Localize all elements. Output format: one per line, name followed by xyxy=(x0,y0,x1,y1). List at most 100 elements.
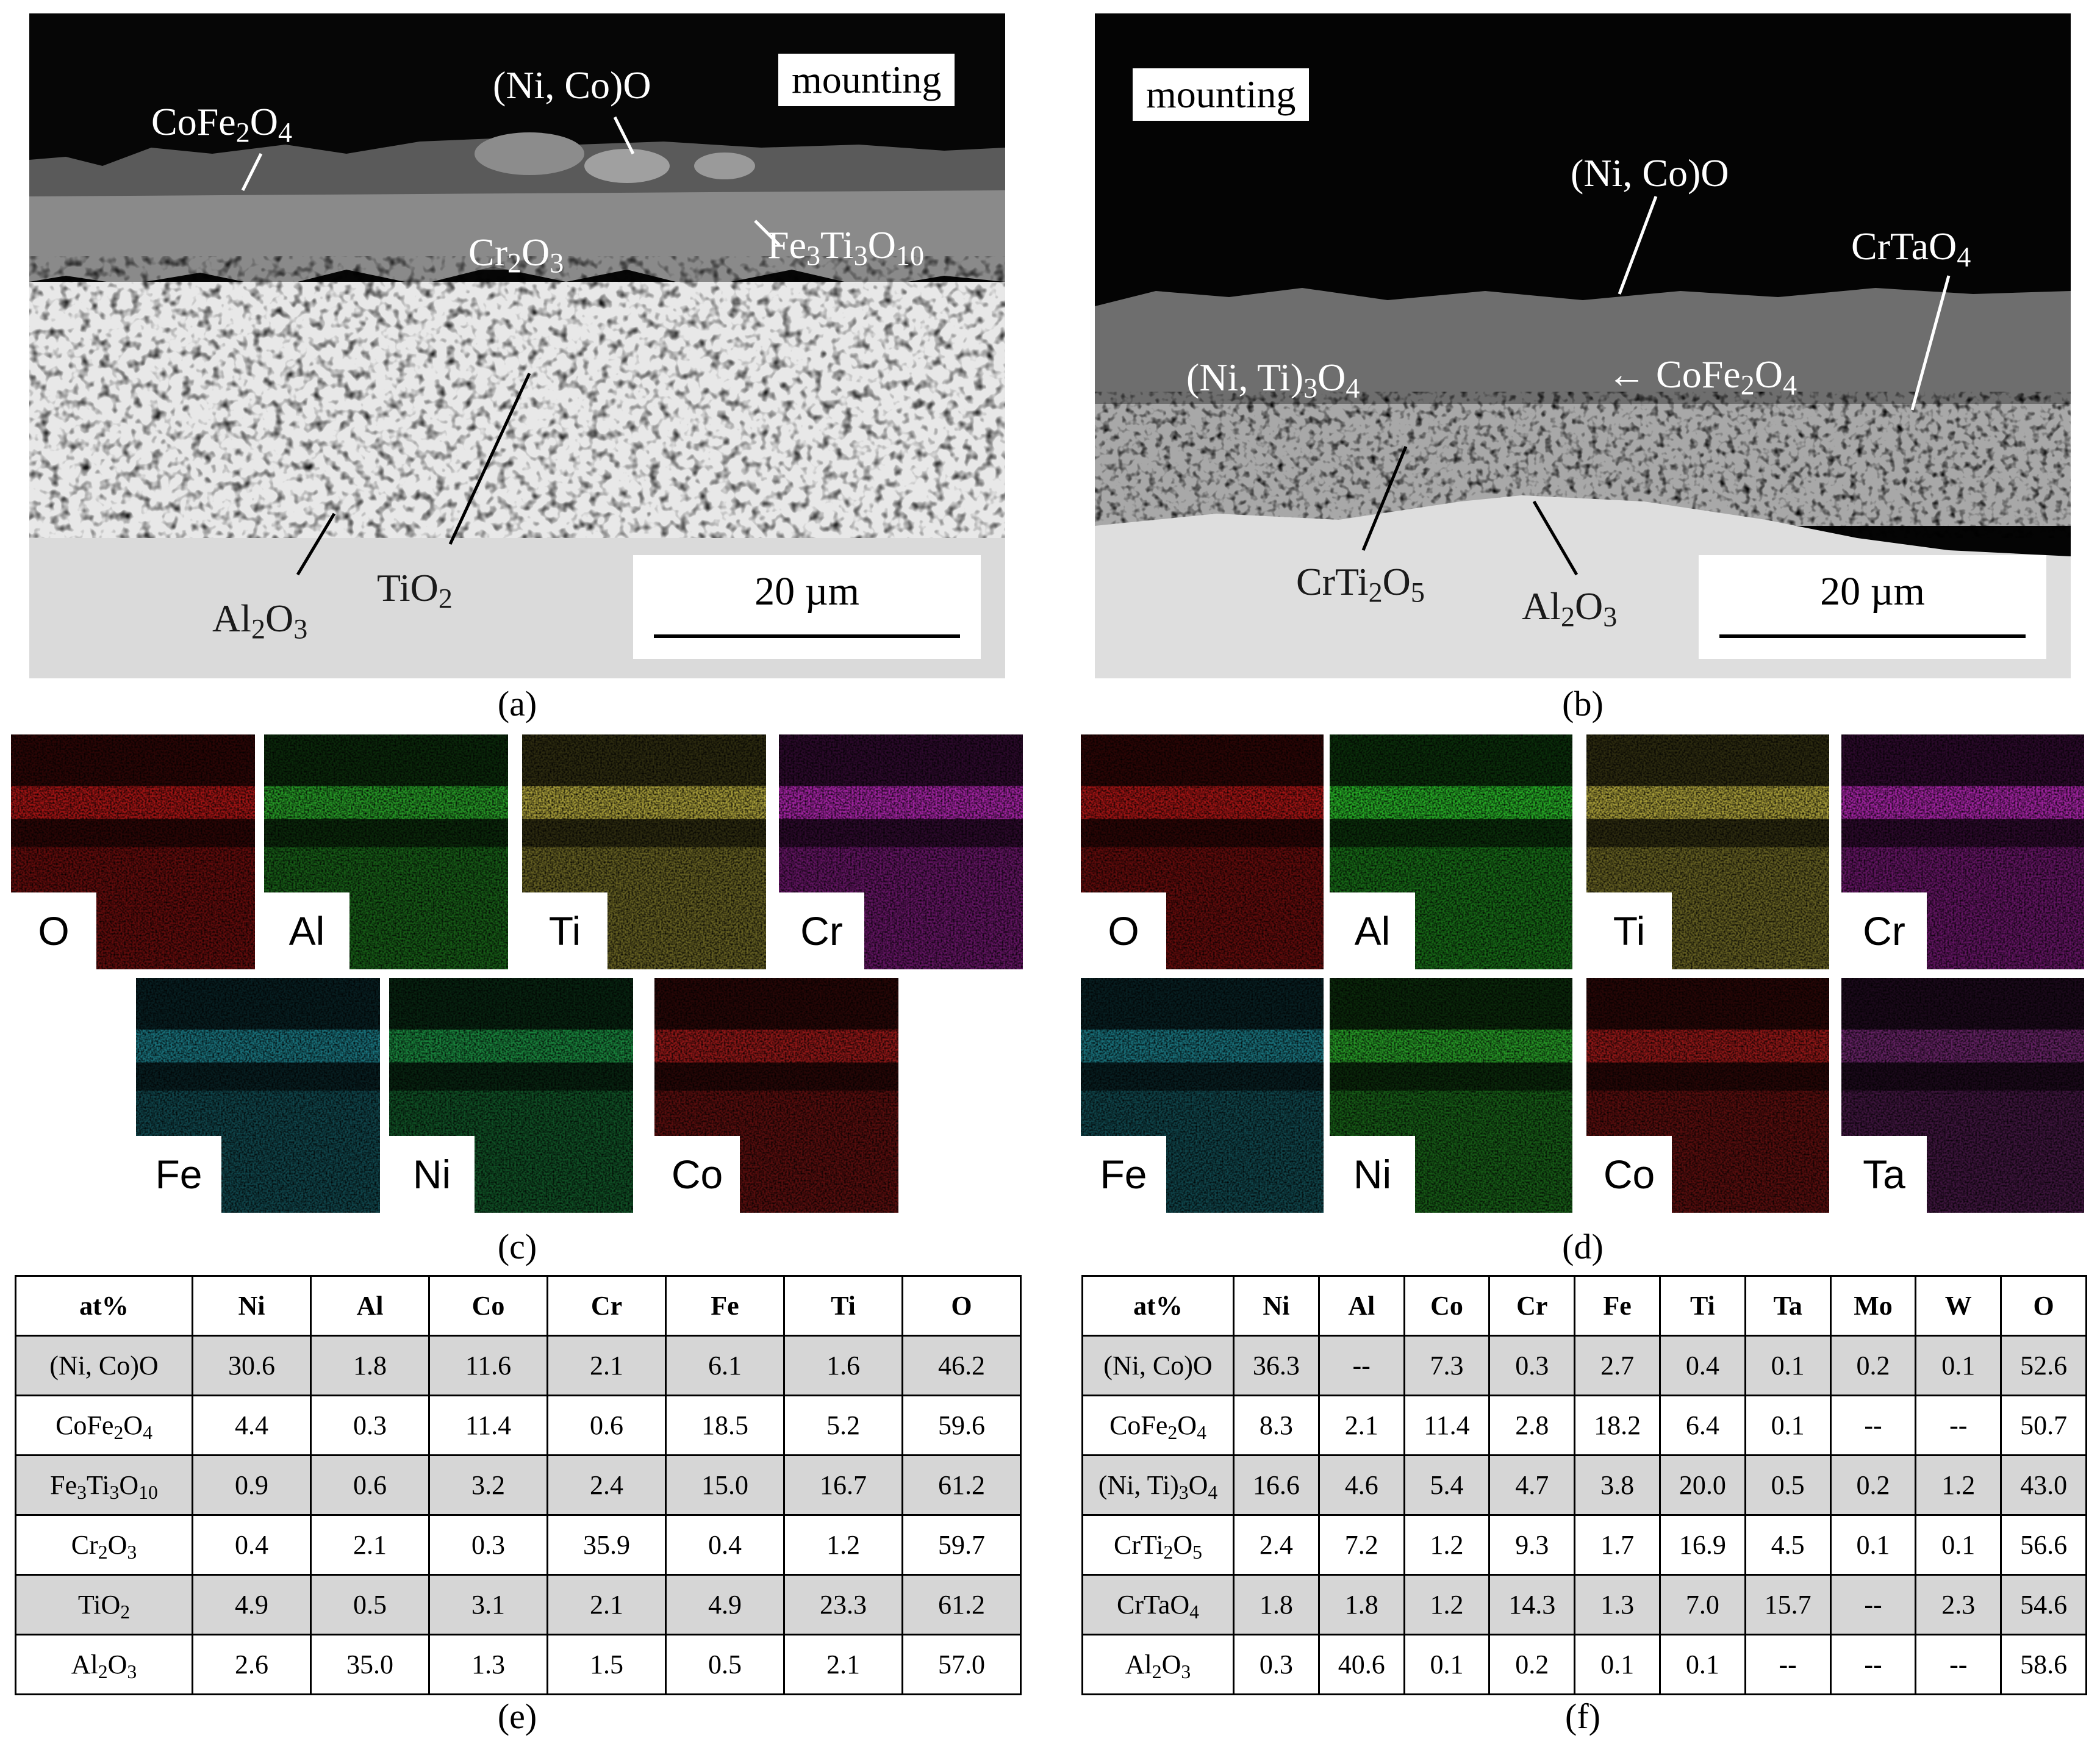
value-cell: 0.3 xyxy=(310,1395,430,1456)
eds-map-co: Co xyxy=(1586,978,1829,1213)
value-cell: 0.1 xyxy=(1915,1335,2002,1396)
eds-element-label: Ta xyxy=(1841,1136,1927,1213)
phase-cell: (Ni, Ti)3O4 xyxy=(1081,1454,1235,1516)
value-cell: 0.3 xyxy=(1488,1335,1576,1396)
table-header: Mo xyxy=(1829,1275,1917,1337)
value-cell: 58.6 xyxy=(2000,1634,2087,1695)
table-header: Al xyxy=(310,1275,430,1337)
eds-element-label: Cr xyxy=(1841,892,1927,969)
table-header: Ti xyxy=(1658,1275,1746,1337)
table-header: Ni xyxy=(1233,1275,1320,1337)
eds-map-fe: Fe xyxy=(136,978,380,1213)
scale-bar-a: 20 µm xyxy=(633,555,981,659)
composition-table-f: at% Ni Al Co Cr Fe Ti Ta Mo W O (Ni, Co)O 36.3 -- 7.3 0… xyxy=(1081,1275,2087,1695)
value-cell: 30.6 xyxy=(192,1335,312,1396)
value-cell: 0.4 xyxy=(1658,1335,1746,1396)
value-cell: 0.2 xyxy=(1488,1634,1576,1695)
value-cell: 2.1 xyxy=(547,1335,667,1396)
value-cell: 0.9 xyxy=(192,1454,312,1516)
value-cell: 0.4 xyxy=(192,1514,312,1576)
value-cell: 7.2 xyxy=(1317,1514,1405,1576)
table-header: Ni xyxy=(192,1275,312,1337)
value-cell: 2.8 xyxy=(1488,1395,1576,1456)
value-cell: 3.1 xyxy=(428,1574,548,1635)
value-cell: 4.9 xyxy=(665,1574,785,1635)
value-cell: -- xyxy=(1915,1395,2002,1456)
table-header: Fe xyxy=(665,1275,785,1337)
value-cell: 4.5 xyxy=(1744,1514,1832,1576)
eds-element-label: O xyxy=(1081,892,1166,969)
eds-element-label: Ni xyxy=(389,1136,475,1213)
label-nico-o: (Ni, Co)O xyxy=(493,63,651,107)
value-cell: 4.9 xyxy=(192,1574,312,1635)
eds-map-o: O xyxy=(11,734,255,969)
table-row: TiO2 4.9 0.5 3.1 2.1 4.9 23.3 61.2 xyxy=(15,1574,1022,1635)
value-cell: 46.2 xyxy=(901,1335,1022,1396)
value-cell: 16.9 xyxy=(1658,1514,1746,1576)
value-cell: 14.3 xyxy=(1488,1574,1576,1635)
value-cell: 1.6 xyxy=(783,1335,903,1396)
eds-element-label: Ti xyxy=(522,892,607,969)
table-row: CoFe2O4 8.3 2.1 11.4 2.8 18.2 6.4 0.1 -- -- 50.7 xyxy=(1081,1395,2087,1456)
value-cell: -- xyxy=(1744,1634,1832,1695)
table-header: Ti xyxy=(783,1275,903,1337)
eds-element-label: Co xyxy=(654,1136,740,1213)
eds-map-ta: Ta xyxy=(1841,978,2084,1213)
eds-map-o: O xyxy=(1081,734,1324,969)
value-cell: 61.2 xyxy=(901,1454,1022,1516)
label-cofe2o4: CoFe2O4 xyxy=(151,100,292,148)
panel-label-a: (a) xyxy=(497,684,537,723)
value-cell: -- xyxy=(1317,1335,1405,1396)
value-cell: 1.8 xyxy=(1317,1574,1405,1635)
value-cell: 18.5 xyxy=(665,1395,785,1456)
table-header: Fe xyxy=(1574,1275,1661,1337)
arrows-b xyxy=(1361,196,1951,576)
eds-element-label: Al xyxy=(1330,892,1415,969)
value-cell: 15.0 xyxy=(665,1454,785,1516)
value-cell: 61.2 xyxy=(901,1574,1022,1635)
value-cell: 2.4 xyxy=(1233,1514,1320,1576)
label-al2o3: Al2O3 xyxy=(1522,584,1618,633)
label-cr2o3: Cr2O3 xyxy=(468,231,564,279)
value-cell: 43.0 xyxy=(2000,1454,2087,1516)
value-cell: -- xyxy=(1829,1634,1917,1695)
value-cell: 2.6 xyxy=(192,1634,312,1695)
value-cell: 23.3 xyxy=(783,1574,903,1635)
label-crti2o5: CrTi2O5 xyxy=(1296,560,1425,608)
table-row: (Ni, Co)O 30.6 1.8 11.6 2.1 6.1 1.6 46.2 xyxy=(15,1335,1022,1396)
value-cell: 0.5 xyxy=(310,1574,430,1635)
eds-element-label: O xyxy=(11,892,96,969)
table-row: Cr2O3 0.4 2.1 0.3 35.9 0.4 1.2 59.7 xyxy=(15,1514,1022,1576)
value-cell: 8.3 xyxy=(1233,1395,1320,1456)
value-cell: 0.1 xyxy=(1915,1514,2002,1576)
value-cell: 3.8 xyxy=(1574,1454,1661,1516)
value-cell: 0.4 xyxy=(665,1514,785,1576)
value-cell: 6.4 xyxy=(1658,1395,1746,1456)
value-cell: 1.8 xyxy=(1233,1574,1320,1635)
table-header: Co xyxy=(1403,1275,1491,1337)
value-cell: 3.2 xyxy=(428,1454,548,1516)
panel-label-b: (b) xyxy=(1562,684,1604,723)
value-cell: 18.2 xyxy=(1574,1395,1661,1456)
eds-map-co: Co xyxy=(654,978,898,1213)
value-cell: 1.2 xyxy=(1915,1454,2002,1516)
eds-element-label: Ti xyxy=(1586,892,1672,969)
value-cell: 1.2 xyxy=(1403,1514,1491,1576)
table-row: CrTi2O5 2.4 7.2 1.2 9.3 1.7 16.9 4.5 0.1 0.1 56.6 xyxy=(1081,1514,2087,1576)
value-cell: 0.1 xyxy=(1574,1634,1661,1695)
sem-image-a: mounting (Ni, Co)O CoFe2O4 Cr2O3 Fe3Ti3O… xyxy=(29,13,1005,678)
eds-map-cr: Cr xyxy=(779,734,1023,969)
value-cell: 7.3 xyxy=(1403,1335,1491,1396)
eds-element-label: Co xyxy=(1586,1136,1672,1213)
phase-cell: (Ni, Co)O xyxy=(15,1335,193,1396)
value-cell: -- xyxy=(1829,1395,1917,1456)
table-header: Co xyxy=(428,1275,548,1337)
mounting-label: mounting xyxy=(1133,68,1310,121)
phase-cell: CoFe2O4 xyxy=(1081,1395,1235,1456)
phase-cell: CrTi2O5 xyxy=(1081,1514,1235,1576)
value-cell: 59.7 xyxy=(901,1514,1022,1576)
panel-label-d: (d) xyxy=(1562,1227,1604,1266)
label-cofe2o4: ← CoFe2O4 xyxy=(1607,353,1797,401)
label-fe3ti3o10: Fe3Ti3O10 xyxy=(767,223,925,271)
phase-cell: (Ni, Co)O xyxy=(1081,1335,1235,1396)
